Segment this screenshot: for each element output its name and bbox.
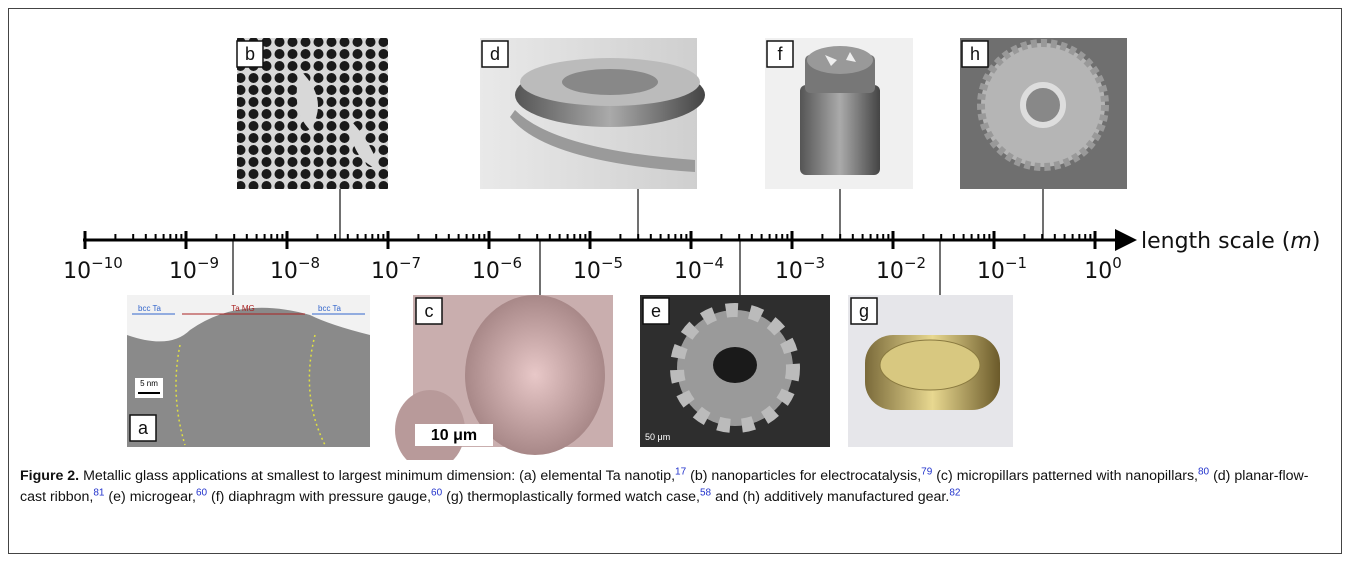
panel-a: bcc Ta Ta MG bcc Ta 5 nm [127,295,370,447]
axis-label: length scale (m) [1141,229,1320,254]
tick-base: 10 [876,259,904,284]
tick-exponent: −8 [298,254,320,272]
image-detail [713,347,757,383]
reference: 17 [675,466,686,477]
tick-label: 10−10 [63,254,123,284]
tick-label: 10−9 [169,254,219,284]
tick-base: 10 [371,259,399,284]
panel-label: c [425,301,434,321]
axis-label-text: ) [1312,229,1321,254]
figure-graphic: bcc Ta Ta MG bcc Ta 5 nm 10 μm 50 μm b d… [0,0,1352,460]
annotation: Ta MG [231,304,255,313]
annotation: bcc Ta [138,304,162,313]
panel-d [480,38,705,189]
tick-base: 10 [169,259,197,284]
tick-label: 10−4 [674,254,724,284]
tick-exponent: −4 [702,254,724,272]
axis-label-text: length scale ( [1141,229,1290,254]
tick-base: 10 [573,259,601,284]
caption-label: Figure 2. [20,468,79,484]
tick-exponent: −3 [803,254,825,272]
image-detail [880,340,980,390]
tick-exponent: −2 [904,254,926,272]
reference: 81 [93,487,104,498]
tick-exponent: 0 [1112,254,1122,272]
reference: 79 [921,466,932,477]
scale-bar-label: 50 μm [645,432,670,442]
caption-text: Metallic glass applications at smallest … [79,468,675,484]
tick-base: 10 [775,259,803,284]
scale-bar-label: 10 μm [431,427,477,444]
image-detail [562,69,658,95]
tick-exponent: −9 [197,254,219,272]
axis-unit: m [1290,229,1311,254]
connectors [233,189,1043,295]
tick-label: 10−1 [977,254,1027,284]
tick-base: 10 [1084,259,1112,284]
tick-base: 10 [472,259,500,284]
reference: 58 [700,487,711,498]
axis-arrow [1115,229,1137,251]
tick-base: 10 [674,259,702,284]
panel-label: e [651,301,661,321]
tick-label: 10−6 [472,254,522,284]
tick-base: 10 [63,259,91,284]
caption-text: and (h) additively manufactured gear. [711,489,949,505]
caption: Figure 2. Metallic glass applications at… [20,466,1332,508]
image-detail [800,85,880,175]
tick-base: 10 [270,259,298,284]
annotation: bcc Ta [318,304,342,313]
panel-label: b [245,44,255,64]
tick-exponent: −1 [1005,254,1027,272]
tick-base: 10 [977,259,1005,284]
image-detail [1023,85,1063,125]
reference: 82 [949,487,960,498]
tick-label: 10−5 [573,254,623,284]
caption-text: (e) microgear, [104,489,195,505]
tick-label: 10−3 [775,254,825,284]
scale-bar-label: 5 nm [140,379,158,388]
reference: 60 [431,487,442,498]
reference: 80 [1198,466,1209,477]
caption-text: (g) thermoplastically formed watch case, [442,489,700,505]
panel-label: a [138,418,149,438]
caption-text: (c) micropillars patterned with nanopill… [932,468,1198,484]
panel-label: d [490,44,500,64]
tick-exponent: −10 [91,254,123,272]
panel-label: g [859,301,869,321]
tick-label: 10−8 [270,254,320,284]
tick-exponent: −6 [500,254,522,272]
tick-exponent: −5 [601,254,623,272]
reference: 60 [196,487,207,498]
caption-text: (f) diaphragm with pressure gauge, [207,489,431,505]
tick-label: 100 [1084,254,1122,284]
caption-text: (b) nanoparticles for electrocatalysis, [686,468,921,484]
tick-label: 10−2 [876,254,926,284]
tick-label: 10−7 [371,254,421,284]
image-detail [807,46,873,74]
tick-exponent: −7 [399,254,421,272]
panel-label: h [970,44,980,64]
page: {"figure": { "axis": { "ticks": [ {"base… [0,0,1352,565]
